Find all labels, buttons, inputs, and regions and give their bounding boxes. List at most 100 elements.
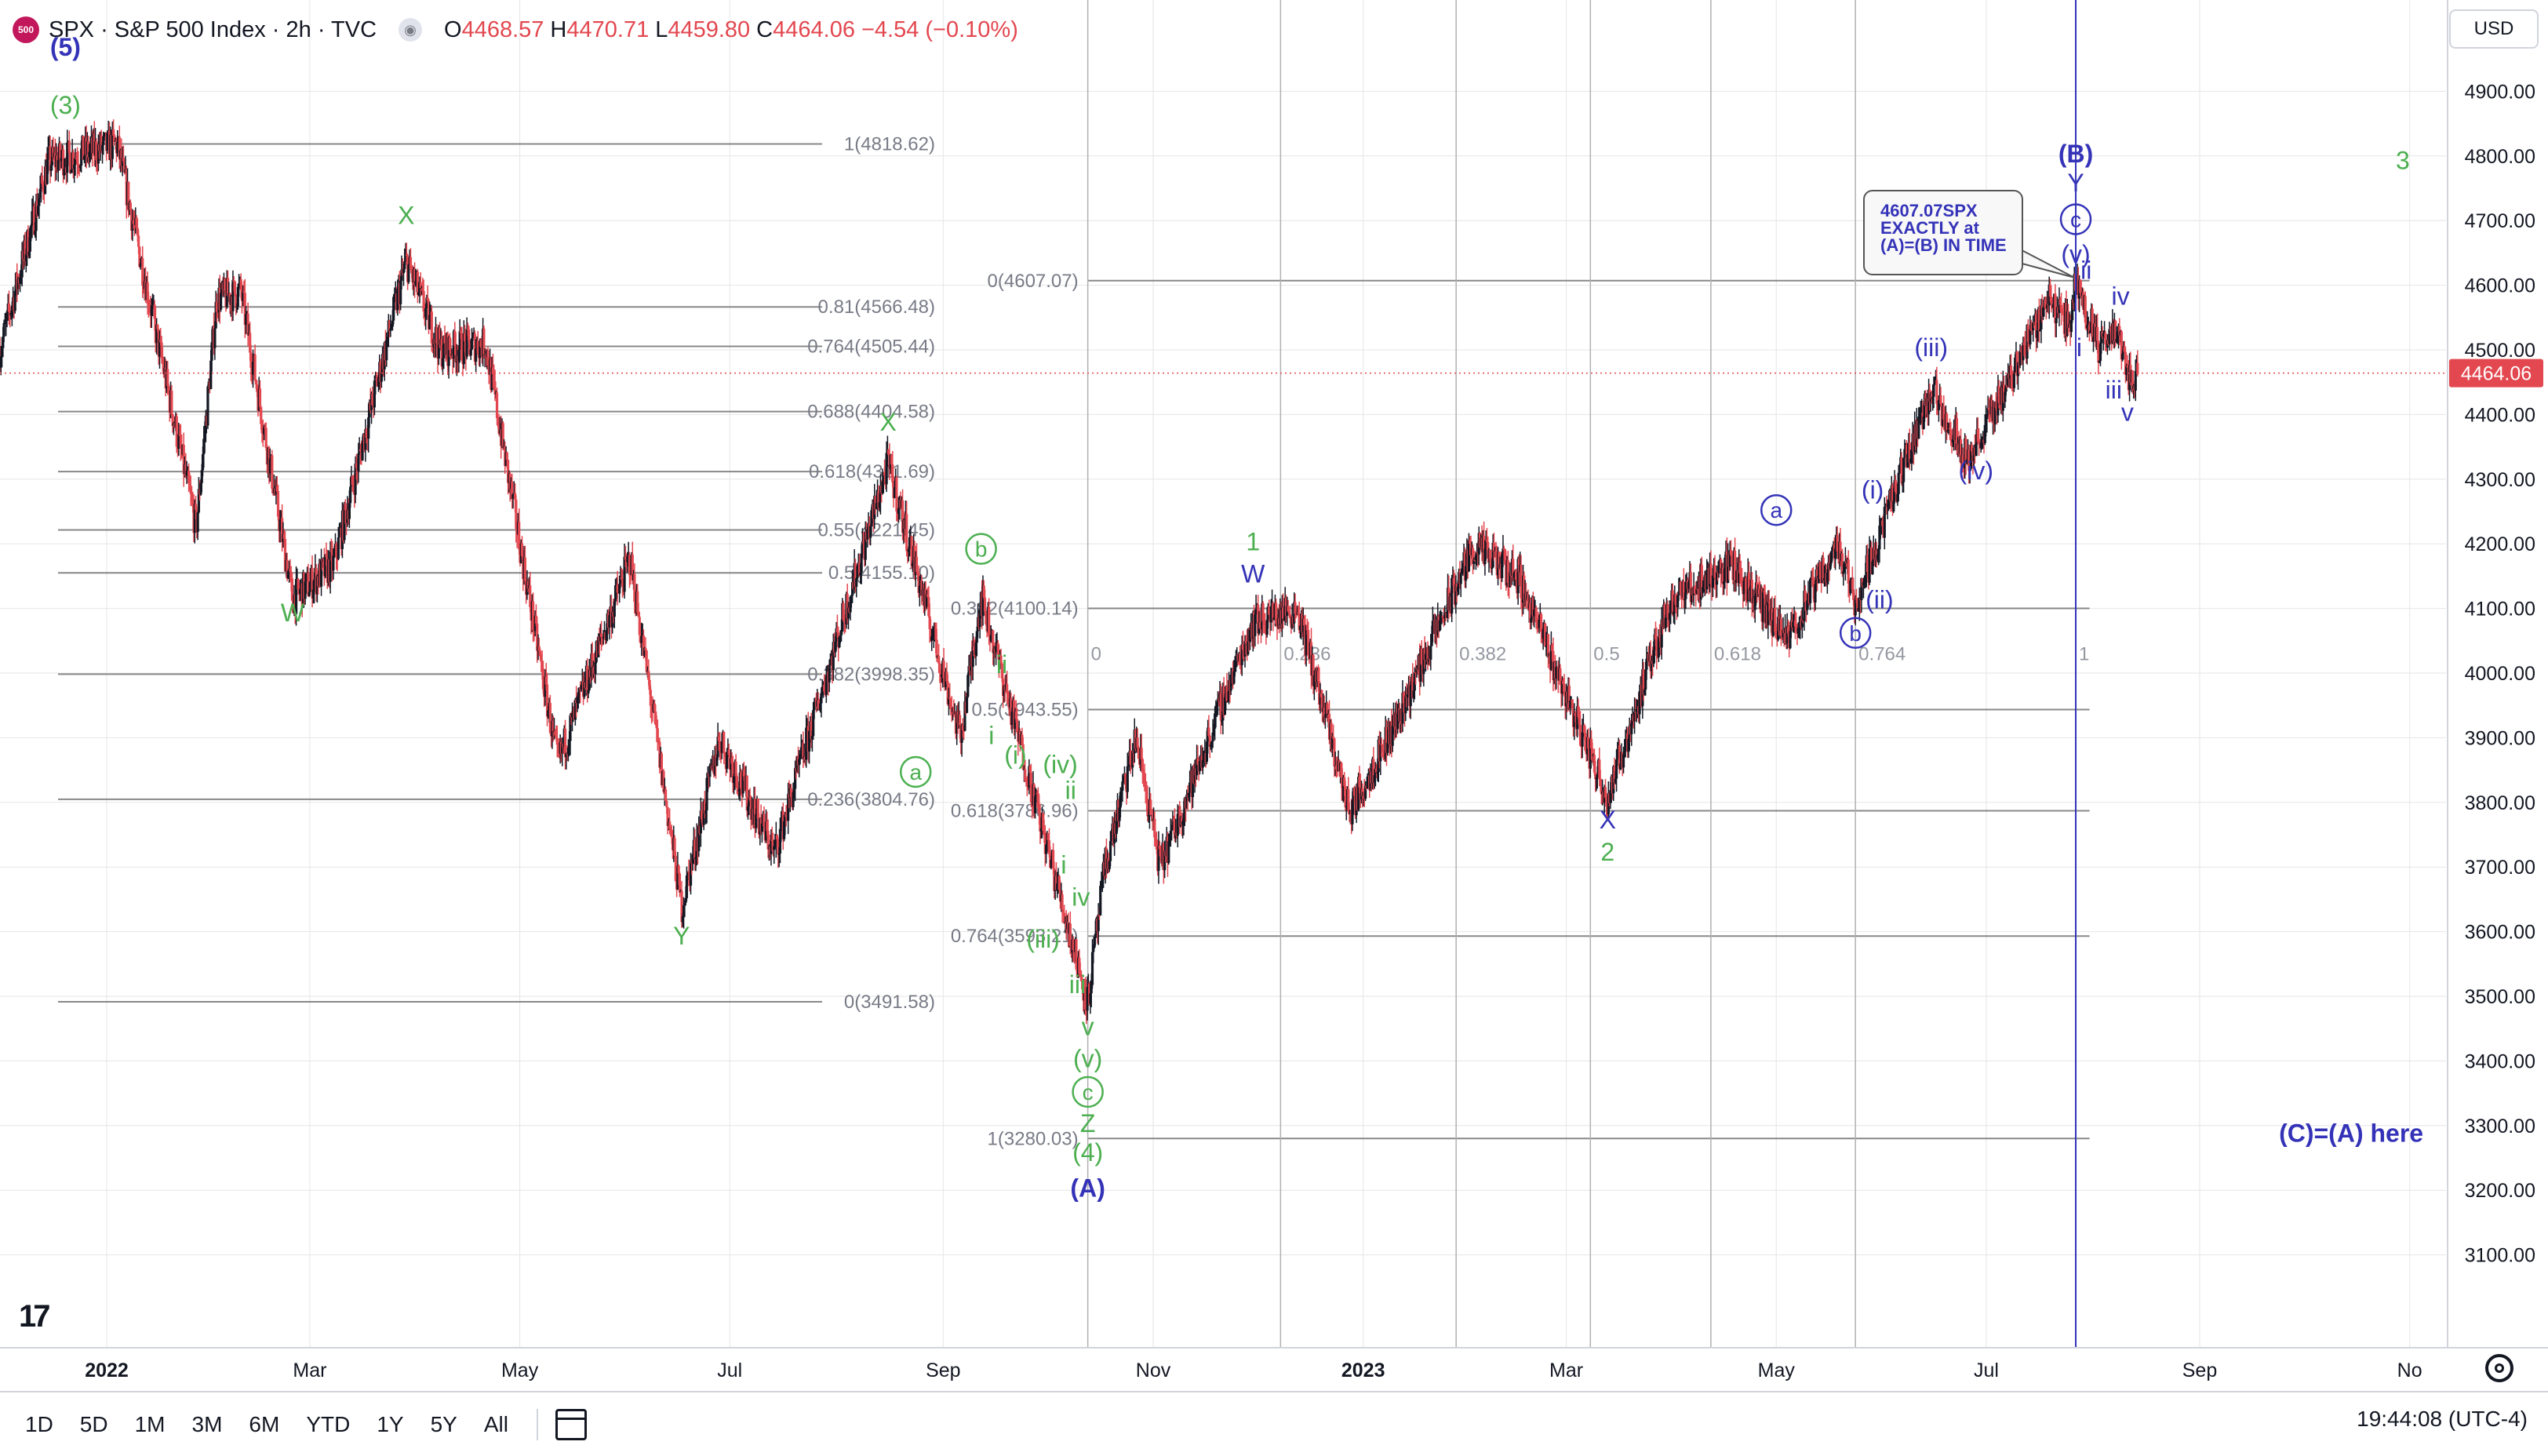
candle-body xyxy=(1955,417,1959,445)
symbol-title[interactable]: SPX · S&P 500 Index · 2h · TVC xyxy=(49,16,377,42)
range-5d-button[interactable]: 5D xyxy=(79,1411,108,1436)
candle-body xyxy=(643,648,646,656)
candle-body xyxy=(792,792,795,807)
candle-body xyxy=(1666,604,1669,618)
candle-body xyxy=(473,333,476,362)
candle-body xyxy=(1239,653,1242,665)
candle-body xyxy=(1635,708,1638,712)
candle-body xyxy=(662,770,665,792)
candle-body xyxy=(770,839,773,854)
candle-body xyxy=(864,531,867,560)
gear-icon[interactable] xyxy=(2485,1354,2513,1382)
candle-body xyxy=(1906,453,1909,468)
range-all-button[interactable]: All xyxy=(483,1411,508,1436)
candle-body xyxy=(161,358,164,364)
candle-body xyxy=(1247,641,1250,655)
candle-body xyxy=(1503,549,1507,565)
candle-body xyxy=(1068,923,1072,946)
candle-body xyxy=(1406,694,1409,698)
candle-body xyxy=(972,646,976,651)
candle-body xyxy=(1994,406,1997,408)
candle-body xyxy=(1159,849,1163,850)
candle-body xyxy=(59,144,62,162)
wave-label: (A) xyxy=(1070,1174,1105,1202)
candle-body xyxy=(2114,320,2117,342)
candle-body xyxy=(16,278,20,289)
candle-body xyxy=(416,271,420,295)
candle-body xyxy=(1205,741,1208,763)
candle-body xyxy=(1600,785,1603,795)
candle-body xyxy=(1334,765,1338,770)
candle-body xyxy=(787,793,790,821)
currency-selector[interactable]: USD xyxy=(2449,9,2539,49)
candle-body xyxy=(1591,748,1594,756)
candle-body xyxy=(794,767,797,789)
candle-body xyxy=(1983,424,1986,443)
candle-body xyxy=(608,615,611,628)
range-5y-button[interactable]: 5Y xyxy=(430,1411,457,1436)
candle-body xyxy=(1530,617,1533,623)
candle-body xyxy=(846,594,849,619)
x-axis[interactable]: 2022 Mar May Jul Sep Nov 2023 Mar May Jul Sep No xyxy=(0,1347,2548,1381)
candle-body xyxy=(927,596,930,617)
candle-body xyxy=(1734,580,1738,583)
y-axis[interactable]: 3100.00 3200.00 3300.00 3400.00 3500.00 3600.… xyxy=(2447,0,2543,1348)
range-1y-button[interactable]: 1Y xyxy=(377,1411,404,1436)
candle-body xyxy=(1411,677,1414,698)
candle-body xyxy=(911,562,914,566)
time-fib-label: 0.382 xyxy=(1459,643,1506,664)
candle-body xyxy=(619,577,622,584)
candle-body xyxy=(1380,744,1383,745)
candle-body xyxy=(515,499,518,530)
range-6m-button[interactable]: 6M xyxy=(249,1411,280,1436)
range-1d-button[interactable]: 1D xyxy=(25,1411,53,1436)
candle-body xyxy=(1178,806,1181,827)
calendar-icon[interactable] xyxy=(555,1408,587,1440)
candle-body xyxy=(1438,620,1441,631)
candle-body xyxy=(1136,737,1139,748)
candle-body xyxy=(232,279,235,282)
candle-body xyxy=(1986,415,1989,420)
candle-body xyxy=(942,661,945,679)
candle-body xyxy=(1108,861,1111,869)
candle-body xyxy=(1542,628,1545,639)
candle-body xyxy=(1900,457,1903,483)
candle-body xyxy=(887,449,890,455)
candle-body xyxy=(805,727,808,760)
candle-body xyxy=(358,449,361,453)
range-ytd-button[interactable]: YTD xyxy=(306,1411,351,1436)
candle-body xyxy=(194,504,198,511)
candle-body xyxy=(1844,561,1847,570)
candle-body xyxy=(100,135,103,151)
y-tick-label: 3800.00 xyxy=(2465,792,2535,814)
candle-body xyxy=(458,331,461,351)
tradingview-logo-icon[interactable]: 17 xyxy=(19,1299,50,1334)
candle-body xyxy=(132,220,135,224)
candle-body xyxy=(620,577,623,580)
candle-body xyxy=(1412,690,1415,698)
candle-body xyxy=(424,308,428,318)
candle-body xyxy=(1793,620,1796,627)
candle-body xyxy=(150,305,153,316)
candle-body xyxy=(1705,570,1709,590)
candle-body xyxy=(1674,594,1677,605)
wave-label: iii xyxy=(1069,970,1086,999)
candle-body xyxy=(87,141,90,158)
range-3m-button[interactable]: 3M xyxy=(191,1411,223,1436)
eye-icon[interactable]: ◉ xyxy=(399,18,423,42)
candle-body xyxy=(2005,384,2009,387)
candle-body xyxy=(235,306,238,308)
candle-body xyxy=(1364,785,1367,799)
wave-label: (C)=(A) here xyxy=(2279,1119,2423,1147)
candle-body xyxy=(730,758,733,770)
candle-body xyxy=(254,380,257,384)
wave-label: i xyxy=(1061,850,1066,879)
candle-body xyxy=(239,278,242,290)
range-1m-button[interactable]: 1M xyxy=(134,1411,166,1436)
candle-body xyxy=(544,676,547,697)
candle-body xyxy=(1847,559,1850,584)
candle-body xyxy=(821,686,824,693)
candle-body xyxy=(1100,884,1103,886)
